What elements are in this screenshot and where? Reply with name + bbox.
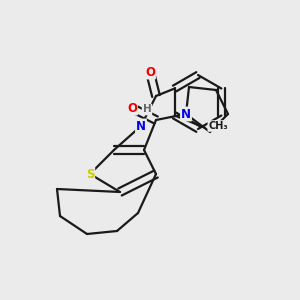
Text: N: N bbox=[136, 119, 146, 133]
Text: O: O bbox=[145, 65, 155, 79]
Text: N: N bbox=[181, 107, 191, 121]
Text: CH₃: CH₃ bbox=[208, 121, 228, 131]
Text: S: S bbox=[86, 167, 94, 181]
Text: O: O bbox=[127, 101, 137, 115]
Text: H: H bbox=[142, 104, 152, 115]
